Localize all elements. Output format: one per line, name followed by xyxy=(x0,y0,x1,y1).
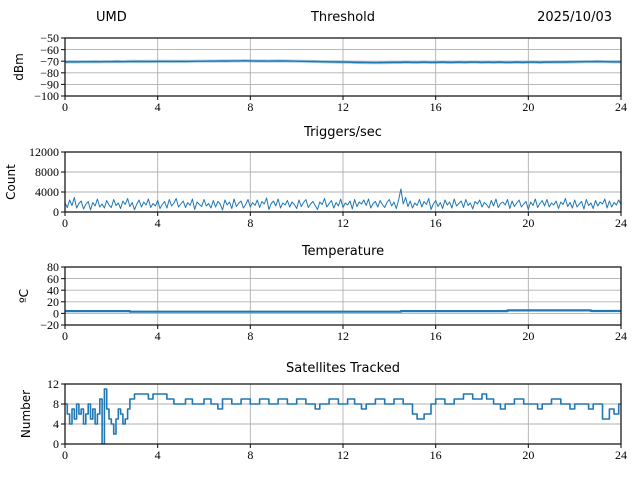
y-tick-label: 0 xyxy=(53,437,59,451)
x-tick-label: 4 xyxy=(155,100,161,114)
y-tick-label: 40 xyxy=(47,283,59,297)
y-tick-label: −60 xyxy=(40,43,59,57)
y-tick-label: −100 xyxy=(34,89,59,103)
satellites-line xyxy=(65,388,621,444)
x-tick-label: 4 xyxy=(155,216,161,230)
x-tick-label: 12 xyxy=(337,216,349,230)
x-tick-label: 20 xyxy=(522,448,534,462)
y-tick-label: 8000 xyxy=(35,165,59,179)
chart4-ylabel: Number xyxy=(19,389,33,439)
chart2-title: Triggers/sec xyxy=(304,125,382,140)
y-tick-label: 12 xyxy=(47,377,59,391)
chart1-left-title: UMD xyxy=(96,10,127,25)
x-tick-label: 4 xyxy=(155,448,161,462)
chart2-ylabel: Count xyxy=(4,164,18,200)
chart1-right-title: 2025/10/03 xyxy=(537,10,612,25)
chart1-title: Threshold xyxy=(310,10,376,25)
x-tick-label: 8 xyxy=(247,216,253,230)
x-tick-label: 20 xyxy=(522,329,534,343)
triggers-line xyxy=(65,188,621,211)
x-tick-label: 20 xyxy=(522,216,534,230)
x-tick-label: 24 xyxy=(615,100,627,114)
y-tick-label: 12000 xyxy=(29,145,59,159)
chart3-title: Temperature xyxy=(301,244,385,259)
y-tick-label: 4 xyxy=(53,417,59,431)
y-tick-label: 8 xyxy=(53,397,59,411)
x-tick-label: 16 xyxy=(430,216,442,230)
chart2-plot: 0 4 8 12 16 20 24 12000 8000 4000 0 xyxy=(29,145,627,230)
threshold-line xyxy=(65,60,621,64)
x-tick-label: 4 xyxy=(155,329,161,343)
y-tick-label: −20 xyxy=(40,318,59,332)
y-tick-label: 0 xyxy=(53,307,59,321)
x-tick-label: 0 xyxy=(62,329,68,343)
y-tick-label: −70 xyxy=(40,54,59,68)
chart1-ylabel: dBm xyxy=(12,53,26,81)
x-tick-label: 8 xyxy=(247,100,253,114)
y-tick-label: −80 xyxy=(40,66,59,80)
chart4-title: Satellites Tracked xyxy=(286,361,400,376)
x-tick-label: 24 xyxy=(615,448,627,462)
x-tick-label: 24 xyxy=(615,216,627,230)
x-tick-label: 16 xyxy=(430,448,442,462)
y-tick-label: 0 xyxy=(53,205,59,219)
x-tick-label: 20 xyxy=(522,100,534,114)
y-tick-label: −90 xyxy=(40,78,59,92)
x-tick-label: 12 xyxy=(337,100,349,114)
x-tick-label: 0 xyxy=(62,448,68,462)
x-tick-label: 24 xyxy=(615,329,627,343)
x-tick-label: 16 xyxy=(430,329,442,343)
y-tick-label: 20 xyxy=(47,295,59,309)
chart3-ylabel: ºC xyxy=(17,288,31,304)
x-tick-label: 12 xyxy=(337,448,349,462)
chart1-plot: 0 4 8 12 16 20 24 −50−60−70−80−90−100 xyxy=(34,31,627,114)
x-tick-label: 0 xyxy=(62,216,68,230)
x-tick-label: 8 xyxy=(247,448,253,462)
y-tick-label: 60 xyxy=(47,272,59,286)
x-tick-label: 16 xyxy=(430,100,442,114)
x-tick-label: 8 xyxy=(247,329,253,343)
y-tick-label: 80 xyxy=(47,260,59,274)
x-tick-label: 0 xyxy=(62,100,68,114)
y-tick-label: 4000 xyxy=(35,185,59,199)
temperature-line xyxy=(65,309,621,313)
x-tick-label: 12 xyxy=(337,329,349,343)
chart4-plot: 0 4 8 12 16 20 24 12 8 4 0 xyxy=(47,377,627,462)
y-tick-label: −50 xyxy=(40,31,59,45)
